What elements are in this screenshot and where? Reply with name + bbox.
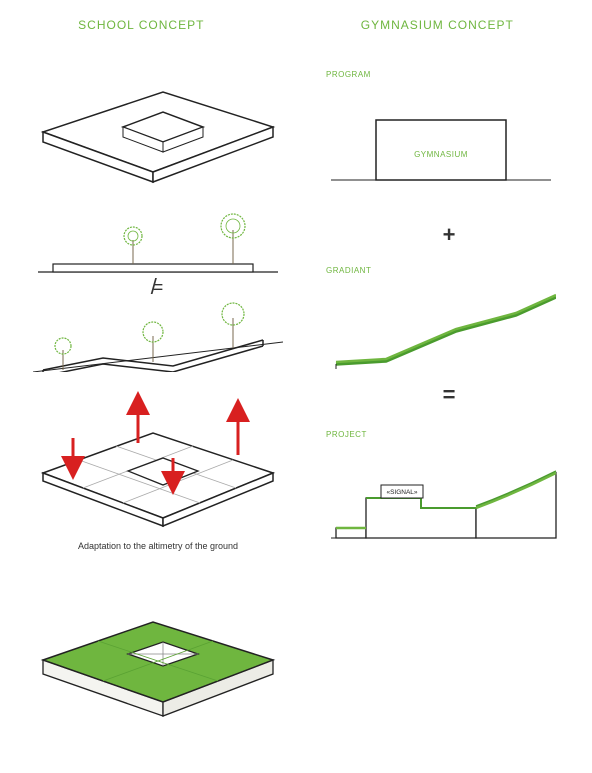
op-plus: + bbox=[443, 222, 456, 248]
diagram-gym-box: GYMNASIUM bbox=[326, 85, 556, 185]
label-signal: «SIGNAL» bbox=[386, 489, 417, 496]
school-step-1 bbox=[20, 42, 296, 212]
diagram-flat-trees bbox=[33, 212, 283, 275]
label-gymnasium-box: GYMNASIUM bbox=[414, 150, 468, 159]
diagram-bent-trees bbox=[33, 300, 283, 372]
school-step-2: =/ bbox=[20, 212, 296, 372]
caption-altimetry: Adaptation to the altimetry of the groun… bbox=[78, 541, 238, 551]
gym-step-program: PROGRAM GYMNASIUM bbox=[296, 42, 572, 212]
label-gradient: GRADIANT bbox=[326, 266, 371, 275]
gym-step-empty bbox=[296, 562, 572, 732]
label-project: PROJECT bbox=[326, 430, 367, 439]
label-program: PROGRAM bbox=[326, 70, 371, 79]
school-step-4 bbox=[20, 562, 296, 732]
school-step-3: Adaptation to the altimetry of the groun… bbox=[20, 372, 296, 562]
op-equals: = bbox=[443, 382, 456, 408]
header-gym: GYMNASIUM CONCEPT bbox=[361, 18, 514, 32]
not-equal-icon: =/ bbox=[153, 277, 164, 298]
header-school: SCHOOL CONCEPT bbox=[78, 18, 204, 32]
diagram-slab-courtyard bbox=[23, 52, 293, 202]
gym-step-gradient: + GRADIANT bbox=[296, 212, 572, 372]
diagram-slope bbox=[326, 279, 556, 369]
diagram-project-building: «SIGNAL» bbox=[326, 443, 561, 543]
diagram-green-roof bbox=[23, 572, 293, 722]
gym-step-project: = PROJECT «SIGNAL» bbox=[296, 372, 572, 562]
diagram-grid-arrows bbox=[23, 383, 293, 533]
